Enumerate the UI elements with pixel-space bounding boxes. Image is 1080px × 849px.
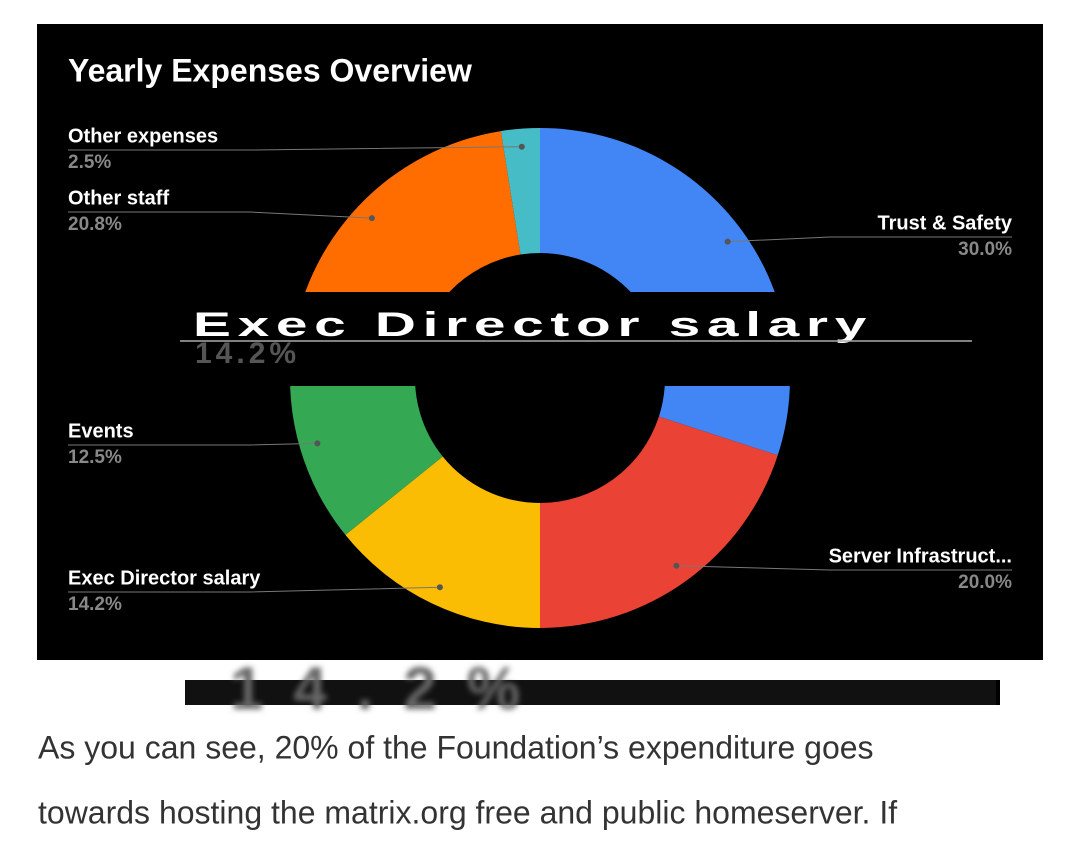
slice-value: 20.8%	[68, 214, 122, 235]
slice-value: 30.0%	[958, 239, 1012, 260]
leader-dot	[673, 562, 680, 569]
donut-slice	[500, 128, 540, 255]
leader-line	[676, 565, 1012, 571]
slice-value: 2.5%	[68, 152, 111, 173]
leader-dot	[724, 238, 731, 245]
donut-slice	[540, 416, 778, 628]
leader-line	[727, 236, 1012, 243]
slice-value: 20.0%	[958, 572, 1012, 593]
overlay-value: 14.2%	[195, 337, 300, 370]
slice-label: Other staff	[68, 187, 169, 209]
leader-dot	[436, 584, 443, 591]
article-line: As you can see, 20% of the Foundation’s …	[38, 729, 874, 765]
slice-label: Events	[68, 420, 134, 442]
leader-line	[68, 586, 440, 593]
slice-label: Exec Director salary	[68, 567, 261, 589]
donut-slice	[345, 456, 540, 628]
banner-text: 14.2%	[230, 655, 550, 722]
slice-label: Other expenses	[68, 125, 218, 147]
leader-dot	[518, 143, 525, 150]
leader-dot	[368, 215, 375, 222]
overlay-label: Exec Director salary	[193, 306, 873, 344]
slice-value: 14.2%	[68, 594, 122, 615]
leader-dot	[314, 440, 321, 447]
leader-line	[68, 146, 522, 151]
leader-line	[68, 442, 318, 446]
banner-edge	[996, 680, 1000, 705]
slice-value: 12.5%	[68, 447, 122, 468]
glitch-band	[37, 292, 1043, 386]
slice-label: Trust & Safety	[878, 212, 1013, 234]
leader-line	[68, 211, 372, 219]
chart-title: Yearly Expenses Overview	[68, 52, 472, 88]
glitch-banner	[185, 680, 1000, 705]
slice-label: Server Infrastruct...	[829, 545, 1012, 567]
donut-slice	[290, 351, 443, 535]
article-line: towards hosting the matrix.org free and …	[38, 794, 897, 830]
